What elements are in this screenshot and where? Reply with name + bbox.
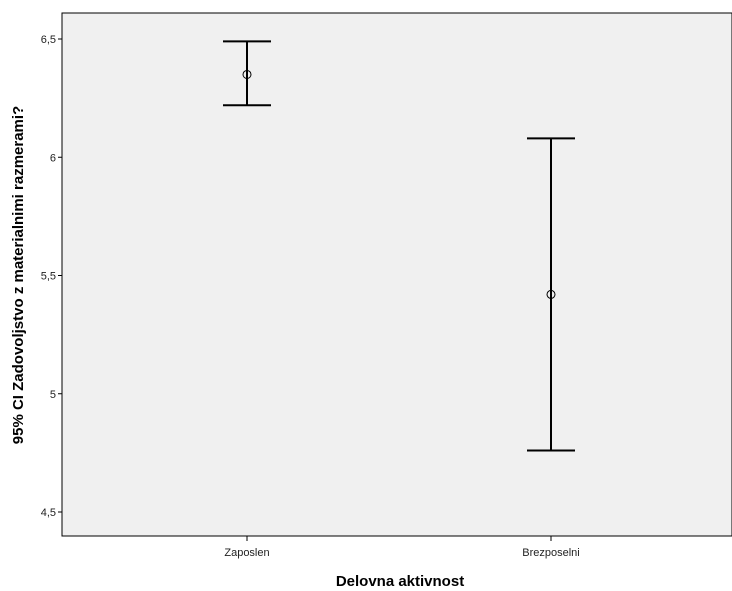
y-tick-label: 5 [50,389,56,401]
x-axis: Zaposlen Brezposelni [224,536,580,559]
x-tick-label: Zaposlen [224,547,269,559]
y-axis: 4,5 5 5,5 6 6,5 [41,34,62,519]
y-axis-title: 95% CI Zadovoljstvo z materialnimi razme… [10,106,27,444]
y-tick-label: 5,5 [41,271,56,283]
x-tick-label: Brezposelni [522,547,579,559]
error-bars [223,40,575,452]
plot-area [61,12,732,537]
y-tick-label: 4,5 [41,507,56,519]
y-tick-label: 6 [50,152,56,164]
mean-marker [242,69,252,79]
mean-marker [546,289,556,299]
x-axis-title: Delovna aktivnost [336,573,464,590]
y-tick-label: 6,5 [41,34,56,46]
